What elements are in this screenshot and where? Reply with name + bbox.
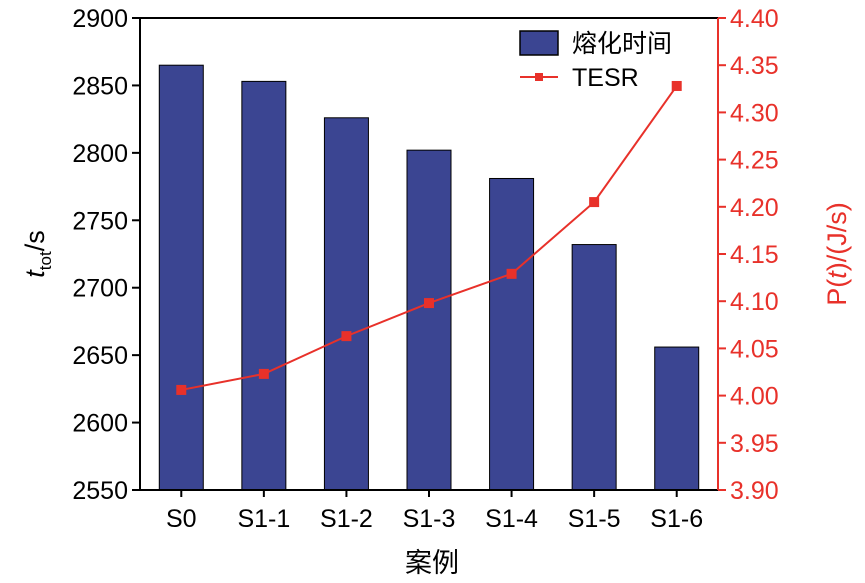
category-label: S1-6 <box>650 505 703 533</box>
tesr-point-s1-5 <box>589 197 600 208</box>
right-tick-label: 4.25 <box>730 147 779 175</box>
left-tick-label: 2800 <box>72 140 128 168</box>
left-tick-label: 2750 <box>72 207 128 235</box>
bar-s1-1 <box>241 80 287 491</box>
x-axis-title: 案例 <box>405 548 459 578</box>
bar-s1-3 <box>406 149 452 491</box>
right-tick-label: 4.05 <box>730 335 779 363</box>
right-y-axis-title: P(t)/(J/s) <box>822 202 852 306</box>
legend-bar-swatch <box>519 30 559 56</box>
left-tick-label: 2650 <box>72 342 128 370</box>
legend-line-marker <box>535 73 543 81</box>
left-tick-label: 2900 <box>72 5 128 33</box>
bottom-ticks-layer: S0 S1-1 S1-2 S1-3 S1-4 S1-5 S1-6 <box>166 490 703 533</box>
category-label: S1-3 <box>403 505 456 533</box>
tesr-line-layer <box>176 80 682 395</box>
tesr-point-s1-1 <box>258 368 269 379</box>
right-y-axis-var: t <box>822 270 852 279</box>
right-ticks-layer: 3.90 3.95 4.00 4.05 4.10 4.15 4.20 4.25 4.30 4.35… <box>718 5 779 505</box>
left-y-axis-var: t <box>20 269 50 278</box>
bar-s1-6 <box>654 346 700 491</box>
right-y-axis-pre: P( <box>822 279 852 306</box>
right-tick-label: 3.90 <box>730 477 779 505</box>
tesr-point-s0 <box>176 384 187 395</box>
left-y-axis-title: ttot/s <box>20 230 55 277</box>
bar-s1-2 <box>323 117 369 491</box>
right-tick-label: 3.95 <box>730 430 779 458</box>
left-tick-label: 2700 <box>72 275 128 303</box>
tesr-point-s1-2 <box>341 331 352 342</box>
right-tick-label: 4.35 <box>730 52 779 80</box>
right-tick-label: 4.10 <box>730 288 779 316</box>
left-ticks-layer: 2550 2600 2650 2700 2750 2800 2850 2900 <box>72 5 140 505</box>
right-tick-label: 4.20 <box>730 194 779 222</box>
right-y-axis-post: )/(J/s) <box>822 202 852 271</box>
legend: 熔化时间 TESR <box>519 30 672 92</box>
category-label: S1-2 <box>320 505 373 533</box>
bar-s0 <box>158 64 204 491</box>
bars-layer <box>158 64 700 491</box>
category-label: S0 <box>166 505 197 533</box>
tesr-point-s1-4 <box>506 268 517 279</box>
tesr-point-s1-6 <box>671 80 682 91</box>
legend-line-label: TESR <box>572 64 639 92</box>
category-label: S1-4 <box>485 505 538 533</box>
right-tick-label: 4.15 <box>730 241 779 269</box>
legend-bar-label: 熔化时间 <box>572 30 672 58</box>
left-y-axis-unit: /s <box>20 230 50 251</box>
left-tick-label: 2600 <box>72 410 128 438</box>
left-tick-label: 2850 <box>72 72 128 100</box>
right-tick-label: 4.00 <box>730 383 779 411</box>
right-tick-label: 4.30 <box>730 99 779 127</box>
bar-s1-4 <box>489 177 535 491</box>
left-y-axis-subscript: tot <box>36 251 55 270</box>
bar-s1-5 <box>571 244 617 491</box>
tesr-point-s1-3 <box>424 298 434 309</box>
category-label: S1-1 <box>237 505 290 533</box>
left-tick-label: 2550 <box>72 477 128 505</box>
category-label: S1-5 <box>568 505 621 533</box>
right-tick-label: 4.40 <box>730 5 779 33</box>
